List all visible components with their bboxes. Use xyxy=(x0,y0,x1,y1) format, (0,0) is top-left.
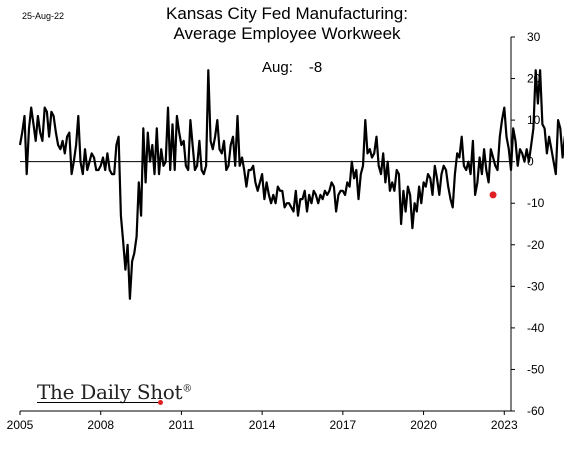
brand-dot xyxy=(158,400,163,405)
date-stamp: 25-Aug-22 xyxy=(22,11,65,21)
brand-underline xyxy=(37,402,159,403)
brand-mark: ® xyxy=(182,383,192,395)
chart-title: Kansas City Fed Manufacturing: xyxy=(166,4,408,23)
x-tick-label: 2023 xyxy=(491,418,518,432)
y-tick-label: -50 xyxy=(527,362,545,376)
chart-subtitle: Average Employee Workweek xyxy=(173,24,401,43)
y-tick-label: -60 xyxy=(527,404,545,418)
annotation-label: Aug: xyxy=(262,59,293,76)
x-axis-ticks: 2005 2008 2011 2014 2017 2020 2023 xyxy=(7,411,518,432)
y-tick-label: 30 xyxy=(527,30,541,44)
y-tick-label: 0 xyxy=(527,155,534,169)
x-tick-label: 2008 xyxy=(87,418,114,432)
latest-value-annotation: Aug: -8 xyxy=(262,59,322,76)
x-tick-label: 2014 xyxy=(249,418,276,432)
y-tick-label: -20 xyxy=(527,238,545,252)
y-tick-label: -10 xyxy=(527,196,545,210)
y-tick-label: -40 xyxy=(527,321,545,335)
x-tick-label: 2005 xyxy=(7,418,34,432)
y-tick-label: -30 xyxy=(527,279,545,293)
annotation-value: -8 xyxy=(308,59,323,76)
last-point-marker xyxy=(489,191,497,199)
series-line-employee-workweek xyxy=(18,69,564,300)
x-tick-label: 2017 xyxy=(329,418,356,432)
brand-logo: The Daily Shot® xyxy=(37,380,192,404)
x-tick-label: 2020 xyxy=(410,418,437,432)
x-tick-label: 2011 xyxy=(169,418,195,432)
